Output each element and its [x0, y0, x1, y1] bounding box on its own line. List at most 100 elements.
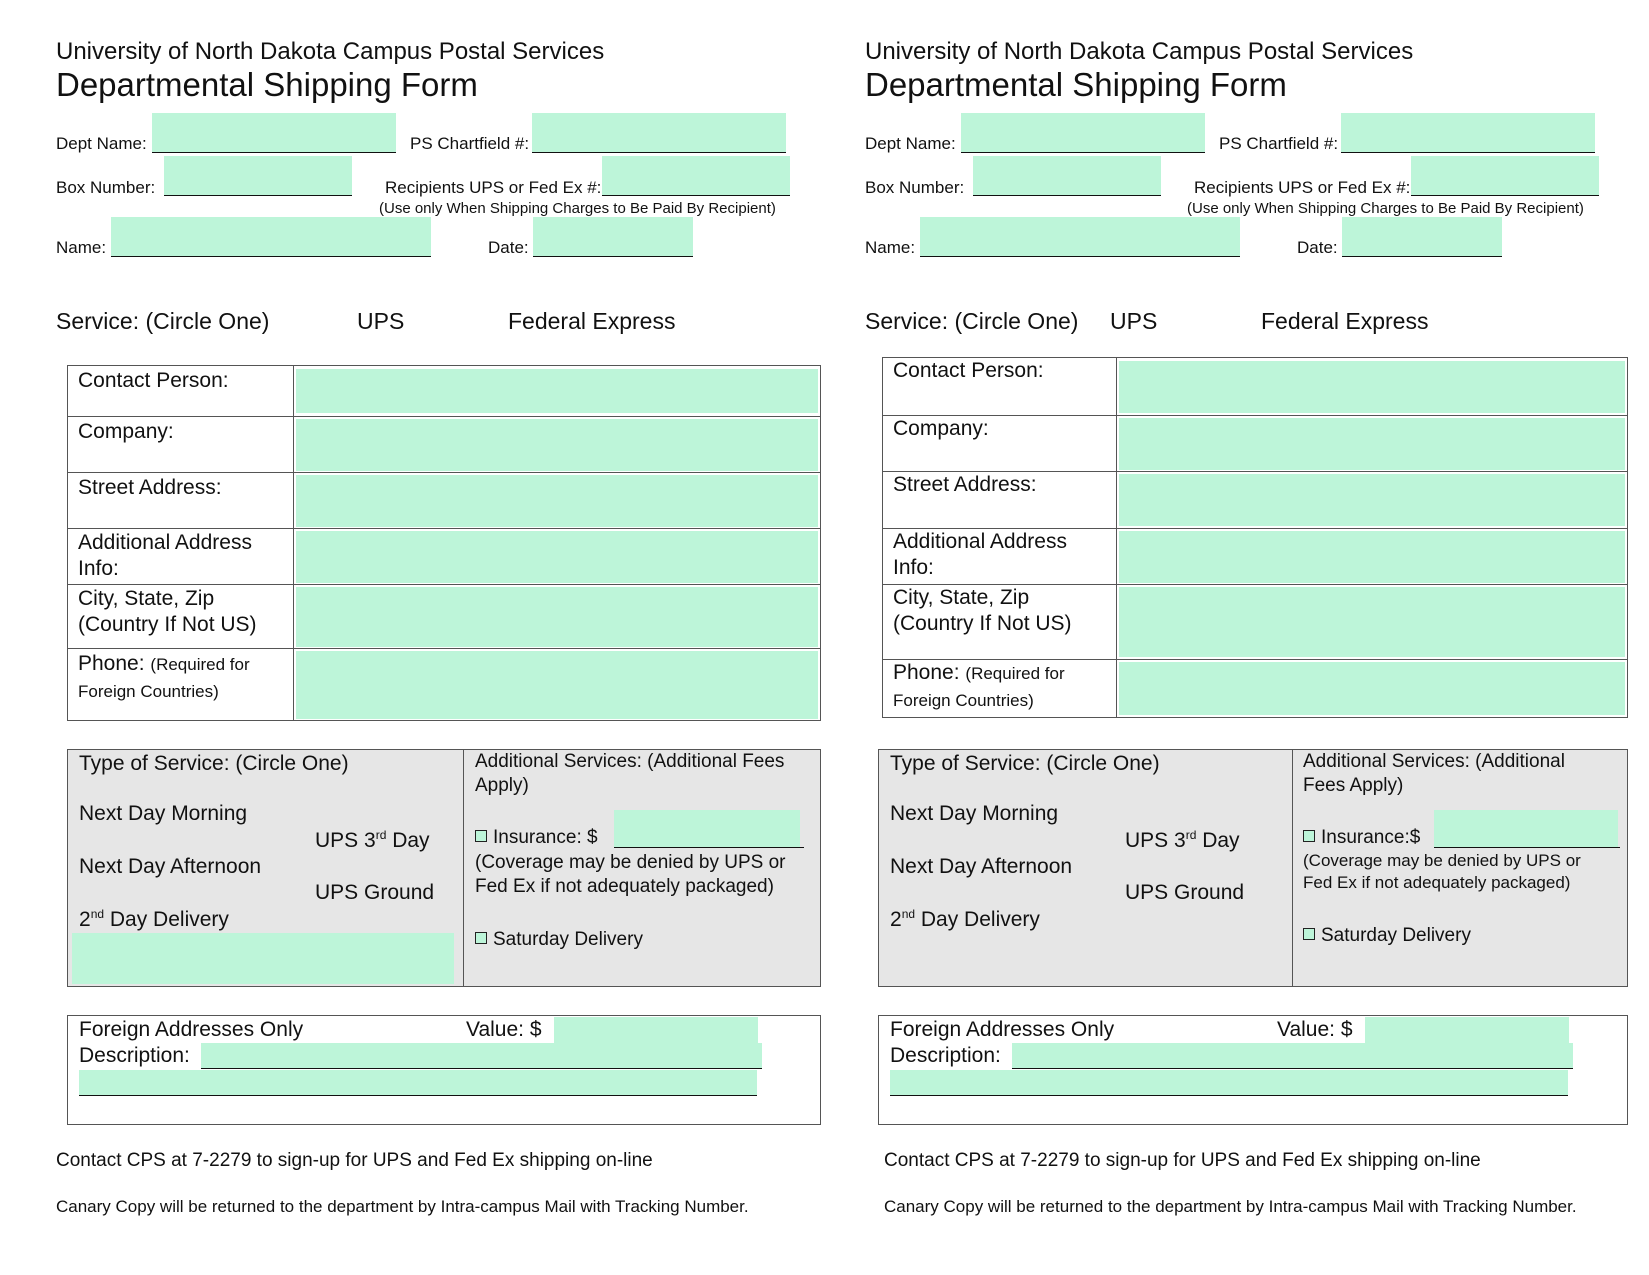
recipients-note: (Use only When Shipping Charges to Be Pa…: [379, 200, 776, 217]
city-state-zip-field[interactable]: [1119, 587, 1625, 657]
coverage-note: (Coverage may be denied by UPS or Fed Ex …: [1303, 851, 1581, 892]
service-option-fedex[interactable]: Federal Express: [1261, 308, 1429, 334]
foreign-description-field-2[interactable]: [890, 1070, 1568, 1096]
dept-name-label: Dept Name:: [865, 134, 956, 153]
name-field[interactable]: [920, 217, 1240, 257]
option-next-day-afternoon[interactable]: Next Day Afternoon: [79, 855, 262, 878]
footer-contact-note: Contact CPS at 7-2279 to sign-up for UPS…: [56, 1150, 653, 1171]
ps-chartfield-label: PS Chartfield #:: [410, 134, 530, 153]
foreign-description-underline-2: [79, 1095, 757, 1096]
insurance-checkbox[interactable]: [475, 829, 487, 842]
service-option-fedex[interactable]: Federal Express: [508, 308, 676, 334]
insurance-option[interactable]: Insurance:$: [1303, 826, 1420, 850]
foreign-addresses-box: Foreign Addresses Only Value: $ Descript…: [67, 1015, 821, 1125]
company-field[interactable]: [296, 419, 818, 471]
recipients-account-field[interactable]: [1411, 156, 1599, 196]
box-number-field[interactable]: [164, 156, 352, 196]
dept-name-underline: [152, 152, 396, 153]
foreign-description-field[interactable]: [201, 1043, 762, 1069]
contact-person-field[interactable]: [1119, 361, 1625, 413]
footer-contact-note: Contact CPS at 7-2279 to sign-up for UPS…: [884, 1150, 1481, 1171]
phone-field[interactable]: [296, 651, 818, 719]
option-next-day-morning[interactable]: Next Day Morning: [890, 802, 1059, 825]
saturday-delivery-checkbox[interactable]: [475, 931, 487, 944]
insurance-amount-field[interactable]: [1434, 810, 1618, 848]
insurance-amount-field[interactable]: [614, 810, 800, 848]
contact-person-label: Contact Person:: [893, 359, 1044, 382]
date-underline: [1342, 256, 1502, 257]
foreign-description-field[interactable]: [1012, 1043, 1573, 1069]
ps-chartfield-field[interactable]: [1341, 113, 1595, 153]
street-address-field[interactable]: [296, 475, 818, 527]
company-label: Company:: [78, 420, 174, 443]
type-of-service-box: Type of Service: (Circle One) Next Day M…: [67, 749, 821, 987]
city-state-zip-field[interactable]: [296, 587, 818, 647]
saturday-delivery-option[interactable]: Saturday Delivery: [1303, 924, 1471, 948]
foreign-description-underline: [201, 1068, 762, 1069]
date-underline: [533, 256, 693, 257]
additional-address-label: Additional Address Info:: [78, 531, 252, 580]
address-row-street: Street Address:: [883, 471, 1627, 526]
phone-label: Phone: (Required for Foreign Countries): [78, 652, 250, 701]
service-option-ups[interactable]: UPS: [1110, 308, 1158, 334]
type-of-service-divider: [1292, 750, 1293, 986]
ps-chartfield-underline: [532, 152, 786, 153]
city-state-zip-label: City, State, Zip (Country If Not US): [893, 586, 1072, 635]
option-2nd-day-delivery[interactable]: 2nd Day Delivery: [79, 907, 229, 931]
insurance-checkbox[interactable]: [1303, 829, 1315, 842]
company-field[interactable]: [1119, 418, 1625, 470]
street-address-field[interactable]: [1119, 474, 1625, 526]
type-of-service-field[interactable]: [72, 933, 454, 984]
additional-address-field[interactable]: [1119, 531, 1625, 583]
contact-person-field[interactable]: [296, 369, 818, 413]
foreign-description-underline-2: [890, 1095, 1568, 1096]
foreign-description-field-2[interactable]: [79, 1070, 757, 1096]
foreign-description-label: Description:: [890, 1044, 1001, 1067]
box-number-field[interactable]: [973, 156, 1161, 196]
foreign-value-field[interactable]: [1365, 1017, 1569, 1044]
option-2nd-day-delivery[interactable]: 2nd Day Delivery: [890, 907, 1040, 931]
dept-name-field[interactable]: [152, 113, 396, 153]
address-table: Contact Person: Company: Street Address:…: [67, 365, 821, 721]
insurance-underline: [1434, 847, 1620, 848]
name-field[interactable]: [111, 217, 431, 257]
dept-name-field[interactable]: [961, 113, 1205, 153]
additional-address-field[interactable]: [296, 531, 818, 583]
university-name: University of North Dakota Campus Postal…: [865, 38, 1414, 65]
service-option-ups[interactable]: UPS: [357, 308, 405, 334]
saturday-delivery-checkbox[interactable]: [1303, 927, 1315, 940]
service-label: Service: (Circle One): [56, 308, 270, 334]
saturday-delivery-option[interactable]: Saturday Delivery: [475, 928, 643, 952]
recipients-account-field[interactable]: [602, 156, 790, 196]
ps-chartfield-label: PS Chartfield #:: [1219, 134, 1339, 153]
option-next-day-morning[interactable]: Next Day Morning: [79, 802, 248, 825]
box-number-label: Box Number:: [56, 178, 156, 197]
recipients-account-label: Recipients UPS or Fed Ex #:: [1194, 178, 1411, 197]
box-number-underline: [164, 195, 352, 196]
option-ups-3rd-day[interactable]: UPS 3rd Day: [315, 828, 430, 852]
type-of-service-heading: Type of Service: (Circle One): [79, 752, 349, 775]
option-ups-ground[interactable]: UPS Ground: [1125, 881, 1245, 904]
address-row-additional: Additional Address Info:: [883, 528, 1627, 583]
date-label: Date:: [488, 238, 529, 257]
type-of-service-divider: [463, 750, 464, 986]
option-ups-ground[interactable]: UPS Ground: [315, 881, 435, 904]
box-number-label: Box Number:: [865, 178, 965, 197]
phone-field[interactable]: [1119, 662, 1625, 715]
coverage-note: (Coverage may be denied by UPS or Fed Ex …: [475, 852, 786, 897]
address-table: Contact Person: Company: Street Address:…: [882, 357, 1628, 718]
recipients-account-underline: [1411, 195, 1599, 196]
date-field[interactable]: [1342, 217, 1502, 257]
date-label: Date:: [1297, 238, 1338, 257]
date-field[interactable]: [533, 217, 693, 257]
type-of-service-box: Type of Service: (Circle One) Next Day M…: [878, 749, 1628, 987]
option-next-day-afternoon[interactable]: Next Day Afternoon: [890, 855, 1073, 878]
foreign-value-field[interactable]: [554, 1017, 758, 1044]
address-row-additional: Additional Address Info:: [68, 528, 820, 583]
ps-chartfield-field[interactable]: [532, 113, 786, 153]
shipping-form-right: University of North Dakota Campus Postal…: [808, 0, 1628, 1275]
contact-person-label: Contact Person:: [78, 369, 229, 392]
option-ups-3rd-day[interactable]: UPS 3rd Day: [1125, 828, 1240, 852]
address-row-company: Company:: [68, 416, 820, 471]
insurance-option[interactable]: Insurance: $: [475, 826, 598, 850]
